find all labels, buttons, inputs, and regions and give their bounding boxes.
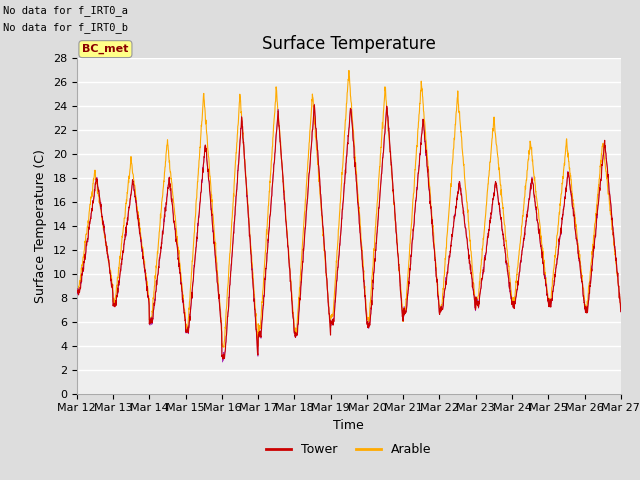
Title: Surface Temperature: Surface Temperature: [262, 35, 436, 53]
Legend: Tower, Arable: Tower, Arable: [261, 438, 436, 461]
Text: BC_met: BC_met: [82, 44, 129, 54]
X-axis label: Time: Time: [333, 419, 364, 432]
Text: No data for f_IRT0_b: No data for f_IRT0_b: [3, 22, 128, 33]
Text: No data for f_IRT0_a: No data for f_IRT0_a: [3, 5, 128, 16]
Y-axis label: Surface Temperature (C): Surface Temperature (C): [35, 149, 47, 302]
